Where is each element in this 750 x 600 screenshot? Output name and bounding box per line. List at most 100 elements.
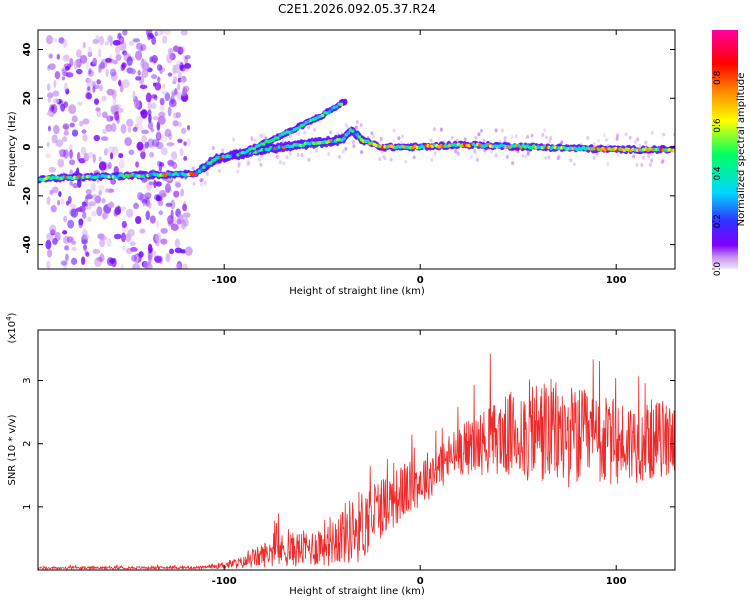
spectrogram-cell [53, 80, 57, 88]
spectrogram-cell [98, 190, 102, 196]
spectrogram-cell [167, 47, 174, 55]
spectrogram-cell [273, 136, 278, 140]
spectrogram-cell [47, 92, 54, 99]
spectrogram-cell [121, 79, 130, 89]
spectrogram-cell [644, 140, 648, 145]
spectrogram-cell [548, 139, 552, 144]
spectrogram-cell [78, 157, 86, 164]
spectrogram-cell [177, 77, 182, 83]
spectrogram-cell [382, 154, 386, 159]
spectrogram-cell [49, 224, 57, 235]
spectrogram-cell [92, 57, 97, 65]
spectrogram-cell [246, 162, 250, 167]
spectrogram-cell [170, 151, 178, 161]
spectrogram-cell [383, 156, 387, 161]
spectrogram-cell [101, 95, 107, 102]
spectrogram-cell [177, 138, 183, 143]
spectrogram-cell [288, 133, 292, 138]
spectrogram-cell [83, 234, 90, 239]
spectrogram-cell [49, 104, 55, 112]
spectrogram-cell [167, 72, 173, 77]
spectrogram-cell [87, 46, 92, 56]
spectrogram-cell [258, 157, 262, 162]
snr-x-tick-label: 100 [606, 576, 627, 587]
spectrogram-cell [113, 233, 122, 240]
spectrogram-cell [179, 78, 185, 83]
spectrogram-cell [505, 154, 509, 159]
spectrogram-cell [65, 88, 70, 95]
spectrogram-cell [122, 50, 128, 56]
spectrogram-cell [110, 116, 114, 121]
spectrogram-cell [81, 201, 87, 207]
spectrogram-cell [160, 238, 168, 245]
spectrogram-cell [135, 115, 144, 125]
spectrogram-cell [50, 205, 57, 213]
spectrogram-cell [165, 252, 171, 263]
snr-multiplier-base: (x10 [7, 321, 18, 344]
spectrogram-cell [164, 183, 171, 194]
spectrogram-cell [112, 59, 118, 65]
spectrogram-cell [158, 111, 166, 118]
spectrogram-cell [341, 149, 345, 154]
spectrogram-cell [543, 128, 547, 133]
spectrogram-cell [344, 146, 348, 151]
spectrogram-cell [155, 194, 161, 202]
snr-y-label: SNR (10 * v/v) [7, 414, 18, 485]
spectrogram-cell [541, 132, 545, 137]
spectrogram-cell [102, 210, 107, 221]
spectrogram-cell [63, 53, 70, 61]
spectrogram-cell [344, 123, 348, 128]
spectrogram-cell [370, 131, 374, 136]
spectrogram-cell [104, 148, 108, 156]
spectrogram-cell [148, 201, 152, 209]
spectrogram-cell [119, 84, 124, 93]
spectrogram-x-tick-label: 100 [606, 275, 627, 286]
spectrogram-cell [69, 149, 73, 160]
spectrogram-cell [128, 149, 135, 155]
spectrogram-cell [633, 139, 637, 144]
spectrogram-cell [432, 127, 436, 132]
spectrogram-cell [83, 244, 87, 250]
spectrogram-cell [176, 218, 182, 225]
spectrogram-cell [167, 106, 172, 117]
spectrogram-cell [354, 125, 358, 130]
spectrogram-cell [98, 84, 104, 92]
spectrogram-cell [162, 83, 166, 89]
spectrogram-cell [182, 212, 191, 218]
spectrogram-cell [179, 61, 184, 71]
spectrogram-cell [96, 109, 102, 118]
spectrogram-cell [114, 45, 121, 55]
spectrogram-cell [92, 86, 96, 93]
spectrogram-cell [173, 63, 182, 74]
spectrogram-cell [58, 191, 62, 197]
spectrogram-cell [125, 208, 134, 218]
spectrogram-cell [237, 163, 241, 168]
spectrogram-cell [150, 250, 157, 258]
spectrogram-cell [75, 68, 83, 75]
spectrogram-cell [167, 214, 174, 225]
spectrogram-cell [463, 137, 467, 142]
spectrogram-y-tick-label: 0 [22, 144, 33, 151]
spectrogram-cell [62, 235, 70, 245]
colorbar-label: Normalized spectral amplitude [736, 73, 747, 227]
spectrogram-cell [87, 151, 94, 159]
spectrogram-cell [96, 79, 101, 85]
spectrogram-x-tick-label: 0 [417, 275, 424, 286]
spectrogram-cell [297, 126, 301, 130]
spectrogram-cell [232, 137, 236, 142]
spectrogram-cell [73, 59, 78, 70]
spectrogram-cell [315, 148, 319, 153]
spectrogram-cell [139, 228, 146, 234]
spectrogram-x-label: Height of straight line (km) [289, 286, 425, 297]
spectrogram-cell [252, 146, 257, 151]
spectrogram-axes: -100 0 100 -40 -20 0 20 40 [22, 30, 675, 286]
spectrogram-cell [262, 133, 266, 138]
spectrogram-cell [155, 30, 164, 36]
spectrogram-cell [167, 159, 175, 166]
spectrogram-cell [148, 113, 152, 124]
spectrogram-cell [55, 141, 63, 148]
spectrogram-cell [105, 68, 109, 78]
spectrogram-frame [37, 29, 676, 270]
spectrogram-cell [92, 248, 101, 255]
spectrogram-cell [237, 161, 241, 166]
